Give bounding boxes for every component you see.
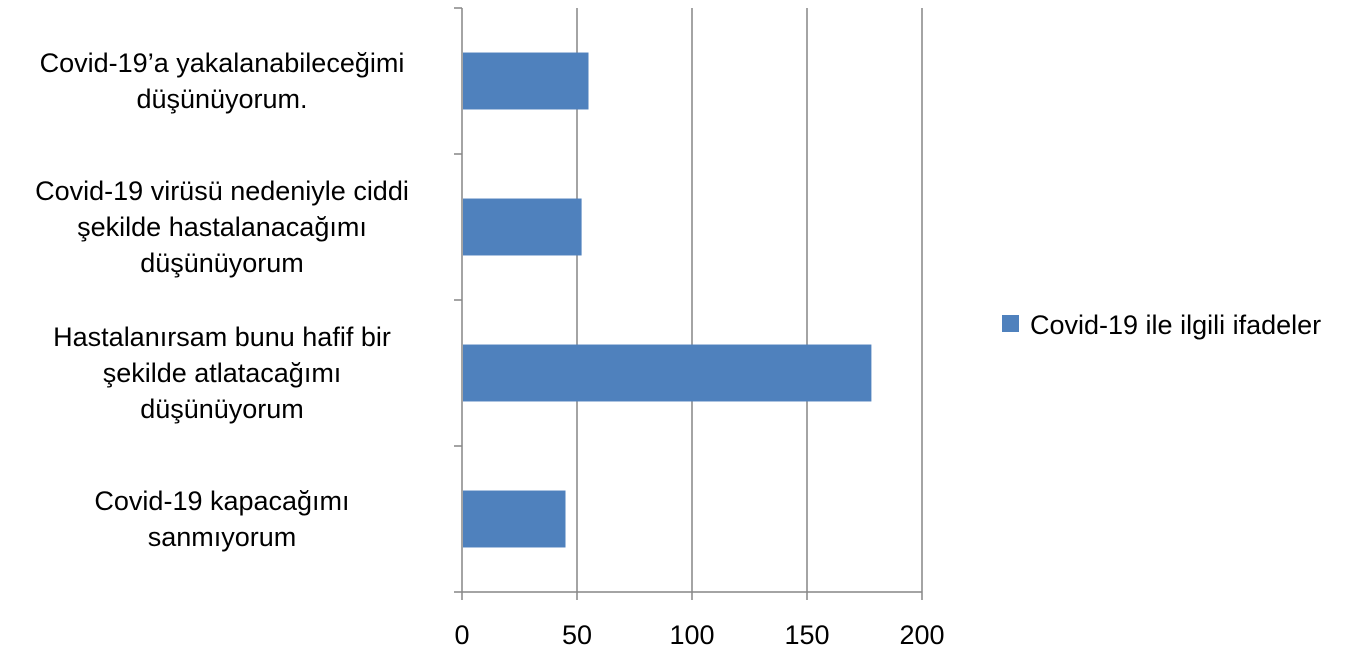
bar (463, 490, 566, 548)
x-tick-label: 50 (562, 620, 592, 650)
x-tick-label: 100 (669, 620, 714, 650)
category-label-line: Hastalanırsam bunu hafif bir (53, 322, 391, 352)
legend: Covid-19 ile ilgili ifadeler (1002, 310, 1321, 340)
x-tick-label: 150 (784, 620, 829, 650)
category-label-line: şekilde hastalanacağımı (77, 212, 367, 242)
category-label: Covid-19 kapacağımı sanmıyorum (94, 486, 349, 552)
category-label: Covid-19 virüsü nedeniyle ciddi şekilde h… (35, 176, 409, 278)
category-label-line: Covid-19 virüsü nedeniyle ciddi (35, 176, 409, 206)
category-label-line: şekilde atlatacağımı (103, 358, 342, 388)
bar (463, 52, 589, 110)
legend-label: Covid-19 ile ilgili ifadeler (1030, 310, 1321, 340)
gridlines (576, 8, 923, 592)
category-label: Hastalanırsam bunu hafif bir şekilde atla… (53, 322, 391, 424)
category-labels: Covid-19’a yakalanabileceğimi düşünüyorum… (35, 48, 409, 552)
category-label-line: sanmıyorum (148, 522, 297, 552)
bars (463, 52, 872, 548)
category-label-line: düşünüyorum. (136, 84, 307, 114)
legend-swatch (1002, 315, 1019, 332)
x-tick-label: 200 (899, 620, 944, 650)
category-label-line: düşünüyorum (140, 394, 304, 424)
category-label-line: Covid-19’a yakalanabileceğimi (40, 48, 405, 78)
bar (463, 198, 582, 256)
x-tick-label: 0 (454, 620, 469, 650)
category-label: Covid-19’a yakalanabileceğimi düşünüyorum… (40, 48, 405, 114)
x-tick-labels: 0 50 100 150 200 (454, 620, 944, 650)
category-label-line: düşünüyorum (140, 248, 304, 278)
axes (454, 7, 923, 600)
bar (463, 344, 872, 402)
category-label-line: Covid-19 kapacağımı (94, 486, 349, 516)
